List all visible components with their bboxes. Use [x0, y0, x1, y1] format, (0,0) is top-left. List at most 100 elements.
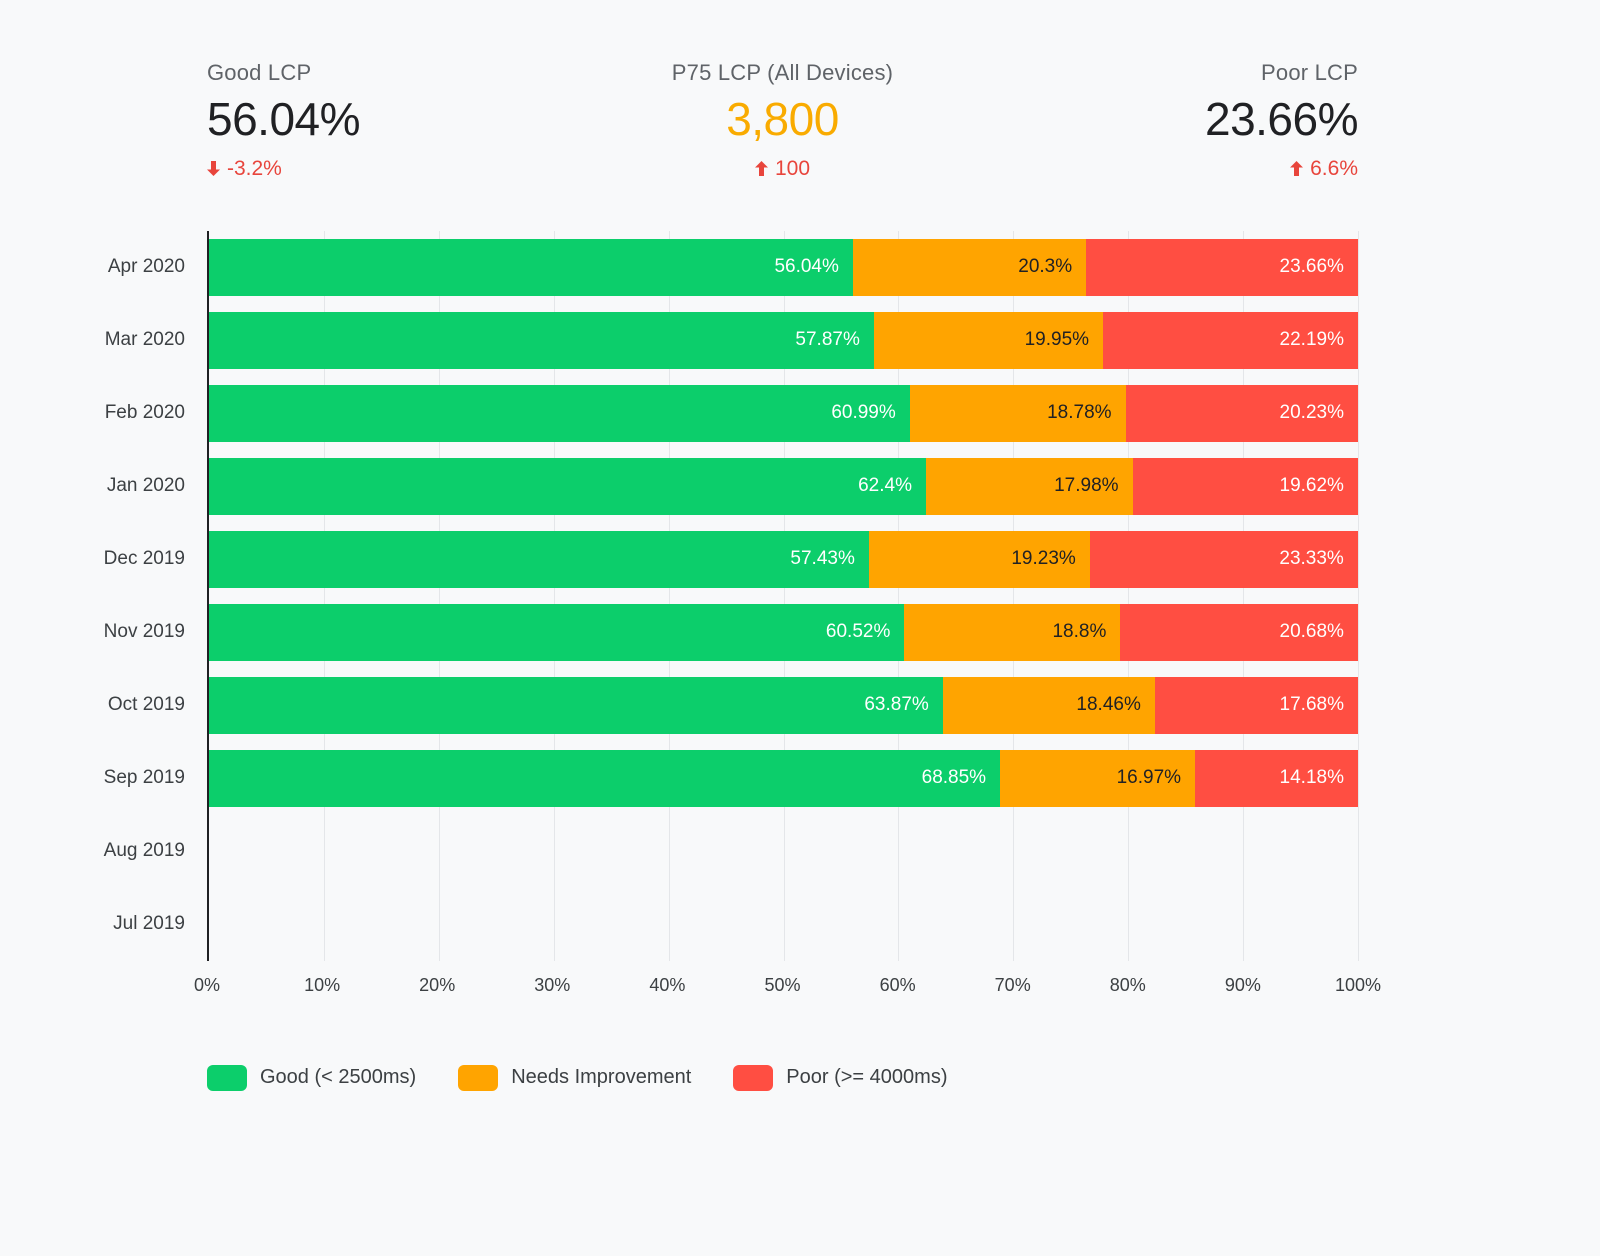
plot-area: 56.04% 20.3% 23.66% 57.87% 19.95% 22.19% 60.99… — [207, 230, 1359, 961]
bar-segment-poor-4000ms[interactable]: 22.19% — [1103, 311, 1358, 369]
bar-row-sep-2019: 68.85% 16.97% 14.18% — [209, 742, 1358, 815]
x-axis: 0% 10% 20% 30% 40% 50% 60% 70% 80% 90% 100% — [194, 974, 1381, 1003]
legend-label: Needs Improvement — [511, 1066, 692, 1089]
bar-row-mar-2020: 57.87% 19.95% 22.19% — [209, 304, 1358, 377]
bar-segment-label: 23.33% — [1279, 548, 1344, 570]
trend-down-icon — [207, 161, 220, 177]
legend-swatch — [458, 1064, 499, 1091]
bar-segment-poor-4000ms[interactable]: 20.23% — [1125, 384, 1358, 442]
gridline — [898, 230, 900, 961]
kpi-p75-lcp-label: P75 LCP (All Devices) — [671, 60, 894, 85]
x-axis-tick-0: 0% — [193, 974, 221, 995]
bar-segment-label: 19.62% — [1279, 475, 1344, 497]
bar-segment-needs-improvement[interactable]: 20.3% — [852, 238, 1087, 296]
x-axis-tick-70: 70% — [994, 974, 1031, 995]
legend-item-needs-improvement[interactable]: Needs Improvement — [458, 1064, 692, 1091]
x-axis-tick-90: 90% — [1224, 974, 1261, 995]
bar-segment-label: 68.85% — [921, 767, 987, 789]
kpi-poor-lcp-delta: 6.6% — [1290, 157, 1358, 181]
bar-segment-good-2500ms[interactable]: 68.85% — [209, 749, 1001, 807]
legend-item-good-2500ms[interactable]: Good (< 2500ms) — [207, 1064, 417, 1091]
bar-segment-poor-4000ms[interactable]: 14.18% — [1195, 749, 1358, 807]
gridline — [668, 230, 670, 961]
bar-segment-label: 60.52% — [825, 621, 891, 643]
bar-segment-label: 19.95% — [1024, 329, 1090, 351]
bar-segment-label: 17.68% — [1279, 694, 1344, 716]
bar-segment-label: 18.46% — [1076, 694, 1141, 716]
bar-row-nov-2019: 60.52% 18.8% 20.68% — [209, 596, 1358, 669]
bar-segment-poor-4000ms[interactable]: 19.62% — [1132, 457, 1358, 515]
bar-segment-label: 20.3% — [1018, 256, 1073, 278]
bar-segment-needs-improvement[interactable]: 19.23% — [868, 530, 1090, 588]
bar-segment-good-2500ms[interactable]: 56.04% — [209, 238, 853, 296]
legend-item-poor-4000ms[interactable]: Poor (>= 4000ms) — [733, 1064, 948, 1091]
x-axis-tick-80: 80% — [1109, 974, 1146, 995]
bar-segment-needs-improvement[interactable]: 16.97% — [1000, 749, 1196, 807]
x-axis-tick-30: 30% — [534, 974, 571, 995]
legend-label: Good (< 2500ms) — [260, 1066, 417, 1089]
kpi-good-lcp-delta-value: -3.2% — [227, 156, 282, 180]
gridline — [553, 230, 555, 961]
bar-segment-good-2500ms[interactable]: 57.43% — [209, 530, 869, 588]
trend-up-icon — [754, 161, 768, 177]
y-axis-label-aug-2019: Aug 2019 — [103, 840, 185, 862]
chart-grid: Apr 2020 Mar 2020 Feb 2020 Jan 2020 Dec 2019… — [0, 230, 1600, 961]
bar-segment-needs-improvement[interactable]: 17.98% — [925, 457, 1133, 515]
trend-up-icon — [1290, 161, 1304, 177]
bar-row-aug-2019 — [209, 815, 1358, 888]
bar-segment-needs-improvement[interactable]: 18.78% — [909, 384, 1126, 442]
bar-segment-label: 18.8% — [1052, 621, 1107, 643]
bar-segment-label: 19.23% — [1011, 548, 1076, 570]
bar-row-oct-2019: 63.87% 18.46% 17.68% — [209, 669, 1358, 742]
bar-segment-needs-improvement[interactable]: 19.95% — [873, 311, 1104, 369]
kpi-poor-lcp-value: 23.66% — [1204, 93, 1359, 145]
x-axis-tick-100: 100% — [1334, 974, 1382, 995]
bar-segment-label: 63.87% — [864, 694, 929, 716]
kpi-p75-lcp-delta-value: 100 — [774, 156, 811, 180]
bar-segment-needs-improvement[interactable]: 18.8% — [904, 603, 1121, 661]
bar-segment-label: 57.87% — [795, 329, 860, 351]
y-axis-label-nov-2019: Nov 2019 — [103, 621, 185, 643]
bar-segment-good-2500ms[interactable]: 60.99% — [209, 384, 910, 442]
x-axis-tick-60: 60% — [879, 974, 916, 995]
kpi-good-lcp-label: Good LCP — [207, 60, 312, 85]
y-axis-label-sep-2019: Sep 2019 — [103, 767, 185, 789]
bar-row-jul-2019 — [209, 888, 1358, 961]
kpi-good-lcp-delta: -3.2% — [207, 157, 360, 181]
bar-segment-poor-4000ms[interactable]: 20.68% — [1120, 603, 1358, 661]
legend-label: Poor (>= 4000ms) — [786, 1066, 948, 1089]
bar-segment-good-2500ms[interactable]: 63.87% — [209, 676, 943, 734]
bar-segment-needs-improvement[interactable]: 18.46% — [942, 676, 1155, 734]
y-axis-label-dec-2019: Dec 2019 — [103, 548, 185, 570]
legend: Good (< 2500ms) Needs Improvement Poor (>=… — [207, 1064, 1600, 1091]
bar-rows: 56.04% 20.3% 23.66% 57.87% 19.95% 22.19% 60.99… — [209, 231, 1358, 961]
y-axis-label-apr-2020: Apr 2020 — [107, 256, 185, 278]
bar-row-feb-2020: 60.99% 18.78% 20.23% — [209, 377, 1358, 450]
kpi-poor-lcp-delta-value: 6.6% — [1310, 156, 1358, 180]
bar-segment-label: 18.78% — [1047, 402, 1112, 424]
bar-segment-poor-4000ms[interactable]: 23.66% — [1086, 238, 1358, 296]
kpi-p75-lcp-value: 3,800 — [726, 93, 839, 145]
x-axis-tick-10: 10% — [304, 974, 341, 995]
y-axis-label-jan-2020: Jan 2020 — [106, 475, 185, 497]
bar-row-dec-2019: 57.43% 19.23% 23.33% — [209, 523, 1358, 596]
bar-segment-label: 23.66% — [1279, 256, 1344, 278]
bar-segment-label: 20.23% — [1279, 402, 1344, 424]
y-axis-label-oct-2019: Oct 2019 — [107, 694, 185, 716]
kpi-p75-lcp: P75 LCP (All Devices) 3,800 100 — [672, 60, 893, 181]
kpi-poor-lcp-label: Poor LCP — [1261, 60, 1358, 85]
bar-segment-good-2500ms[interactable]: 57.87% — [209, 311, 874, 369]
kpi-good-lcp-value: 56.04% — [207, 93, 361, 145]
y-axis-label-jul-2019: Jul 2019 — [113, 913, 185, 935]
bar-segment-good-2500ms[interactable]: 60.52% — [209, 603, 905, 661]
gridline — [438, 230, 440, 961]
gridline — [1358, 230, 1359, 961]
lcp-dashboard: Good LCP 56.04% -3.2% P75 LCP (All Devic… — [0, 60, 1600, 1256]
bar-segment-poor-4000ms[interactable]: 17.68% — [1154, 676, 1358, 734]
legend-swatch — [733, 1064, 774, 1091]
bar-segment-label: 62.4% — [858, 475, 912, 497]
bar-segment-poor-4000ms[interactable]: 23.33% — [1089, 530, 1358, 588]
bar-segment-good-2500ms[interactable]: 62.4% — [209, 457, 926, 515]
gridline — [1128, 230, 1130, 961]
gridline — [1243, 230, 1245, 961]
